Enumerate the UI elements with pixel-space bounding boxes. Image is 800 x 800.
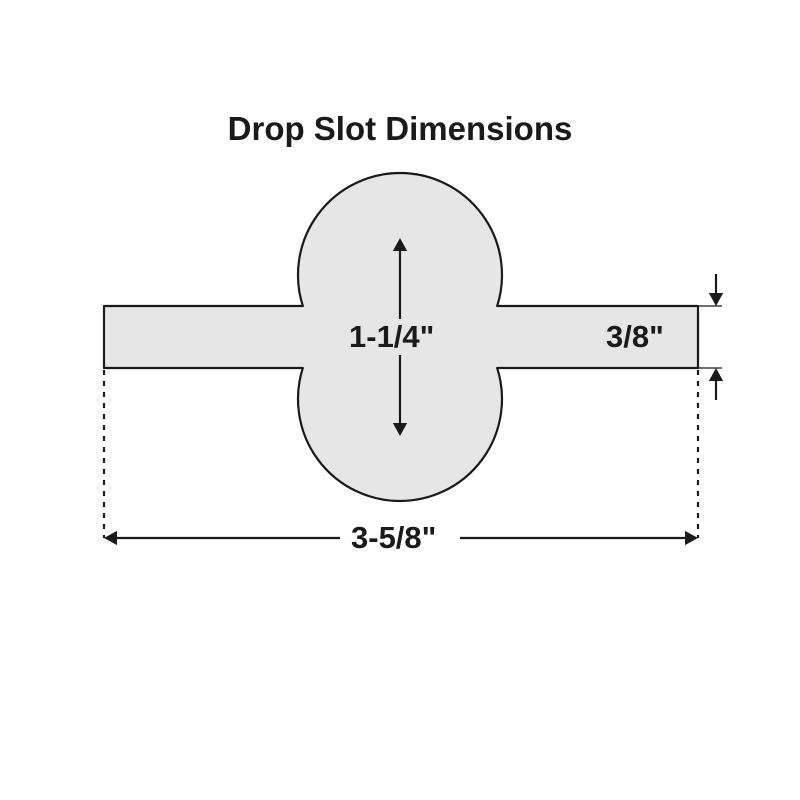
circle-diameter-label: 1-1/4": [345, 319, 438, 355]
total-width-label: 3-5/8": [345, 520, 442, 556]
diagram-container: Drop Slot Dimensions 1-1/4" 3/8" 3-5/8": [0, 0, 800, 800]
diagram-svg: [0, 0, 800, 800]
slot-height-label: 3/8": [606, 319, 664, 355]
